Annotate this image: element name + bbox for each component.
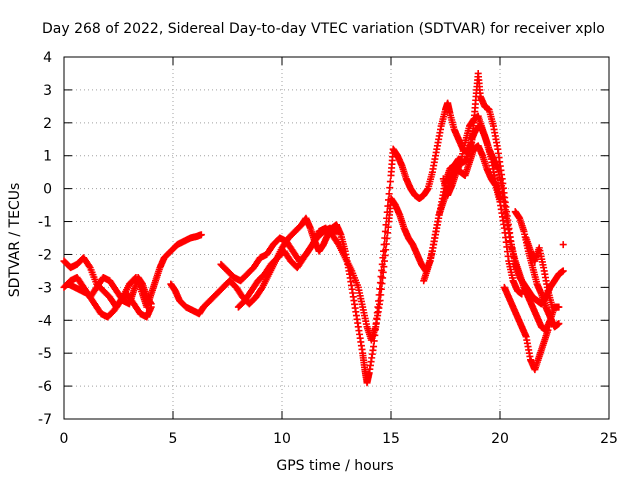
data-point — [559, 267, 567, 275]
data-point — [385, 190, 393, 198]
y-tick-label: -4 — [38, 313, 52, 329]
x-tick-label: 0 — [60, 431, 69, 447]
chart-title: Day 268 of 2022, Sidereal Day-to-day VTE… — [42, 21, 605, 37]
y-tick-label: 2 — [43, 116, 52, 132]
data-point — [559, 241, 567, 249]
data-points — [60, 69, 567, 387]
y-tick-label: -2 — [38, 247, 52, 263]
data-point — [197, 231, 205, 239]
axis-ticks — [63, 56, 610, 420]
data-series — [439, 112, 504, 203]
data-point — [496, 195, 504, 203]
data-point — [386, 184, 394, 192]
data-series — [522, 234, 556, 311]
x-tick-label: 20 — [491, 431, 509, 447]
x-axis-label: GPS time / hours — [276, 458, 393, 474]
data-series — [217, 142, 526, 344]
y-axis-label: SDTVAR / TECUs — [7, 183, 23, 298]
y-tick-label: -3 — [38, 280, 52, 296]
x-tick-label: 15 — [382, 431, 400, 447]
x-tick-label: 5 — [169, 431, 178, 447]
y-tick-label: -5 — [38, 346, 52, 362]
tick-labels: 0 5 10 15 20 25 -7 -6 -5 -4 -3 -2 -1 0 1 2 3 4 — [38, 50, 618, 447]
data-series — [500, 283, 552, 374]
data-point — [555, 303, 563, 311]
x-tick-label: 25 — [600, 431, 618, 447]
y-tick-label: -6 — [38, 379, 52, 395]
y-tick-label: 0 — [43, 182, 52, 198]
x-tick-label: 10 — [273, 431, 291, 447]
y-tick-label: 3 — [43, 83, 52, 99]
data-point — [555, 320, 563, 328]
data-point — [548, 303, 556, 311]
data-point — [333, 227, 340, 235]
plot-frame — [63, 56, 610, 420]
y-tick-label: -1 — [38, 215, 52, 231]
data-point — [85, 262, 93, 270]
y-tick-label: 4 — [43, 50, 52, 66]
data-series — [559, 241, 567, 249]
data-series — [234, 224, 340, 311]
data-point — [147, 303, 155, 311]
y-tick-label: 1 — [43, 149, 52, 165]
data-point — [544, 326, 552, 334]
y-tick-label: -7 — [38, 412, 52, 428]
data-point — [386, 178, 394, 186]
data-series — [64, 280, 155, 321]
